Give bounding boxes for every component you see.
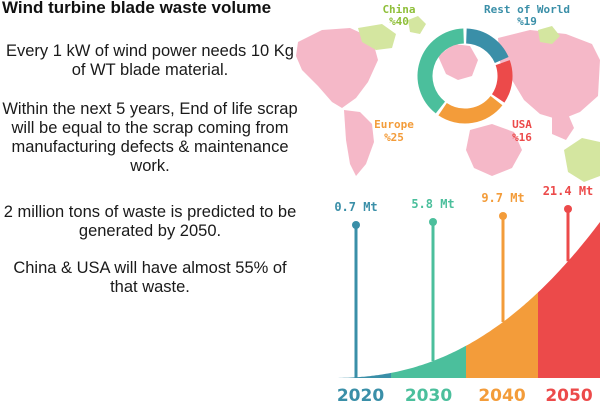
map-landmass	[498, 30, 600, 120]
value-label-2020: 0.7 Mt	[334, 200, 377, 214]
donut-label-rest-of-world: Rest of World	[484, 3, 570, 16]
area-segment-2020	[330, 372, 391, 378]
pin-head-2020	[352, 221, 360, 229]
pin-head-2050	[564, 205, 572, 213]
map-landmass-green	[538, 26, 560, 44]
value-label-2050: 21.4 Mt	[543, 184, 594, 198]
map-landmass	[296, 28, 378, 108]
area-segment-2030	[391, 345, 466, 378]
map-landmass	[552, 112, 574, 140]
donut-value-usa: %16	[512, 131, 532, 144]
map-landmass-green	[564, 138, 600, 182]
map-landmass	[344, 110, 374, 176]
pin-head-2030	[429, 218, 437, 226]
fact-text-4: China & USA will have almost 55% of that…	[13, 259, 287, 296]
fact-text-1: Every 1 kW of wind power needs 10 Kg of …	[6, 42, 294, 79]
area-segment-2050	[538, 222, 600, 378]
donut-slice-europe	[438, 95, 503, 124]
year-label-2020: 2020	[337, 386, 384, 404]
map-landmass-green	[408, 16, 426, 34]
area-segment-2040	[466, 292, 538, 378]
fact-text-3: 2 million tons of waste is predicted to …	[3, 203, 297, 240]
value-label-2030: 5.8 Mt	[411, 197, 454, 211]
donut-label-europe: Europe	[374, 118, 414, 131]
map-landmass	[438, 44, 478, 80]
donut-label-usa: USA	[512, 118, 532, 131]
year-label-2040: 2040	[478, 386, 525, 404]
chart-title: Wind turbine blade waste volume	[2, 0, 272, 17]
donut-slice-rest-of-world	[465, 28, 509, 64]
growth-area-chart: 0.7 Mt 2020 5.8 Mt 2030 9.7 Mt 2040 21.4 Mt 205…	[330, 184, 600, 404]
map-landmass	[466, 124, 522, 176]
donut-value-europe: %25	[384, 131, 404, 144]
value-label-2040: 9.7 Mt	[481, 191, 524, 205]
fact-text-2: Within the next 5 years, End of life scr…	[2, 100, 298, 175]
donut-value-china: %40	[389, 15, 409, 28]
donut-hole	[434, 45, 497, 108]
donut-chart: China%40 Rest of World%19 USA%16 Europe%25	[374, 3, 570, 144]
year-label-2030: 2030	[405, 386, 452, 404]
donut-label-china: China	[382, 3, 415, 16]
year-label-2050: 2050	[545, 386, 592, 404]
donut-slice-china	[417, 28, 465, 114]
pin-head-2040	[499, 212, 507, 220]
donut-value-rest-of-world: %19	[517, 15, 537, 28]
donut-slice-usa	[491, 60, 513, 103]
world-map-image	[296, 16, 600, 182]
map-landmass-green	[358, 24, 396, 50]
